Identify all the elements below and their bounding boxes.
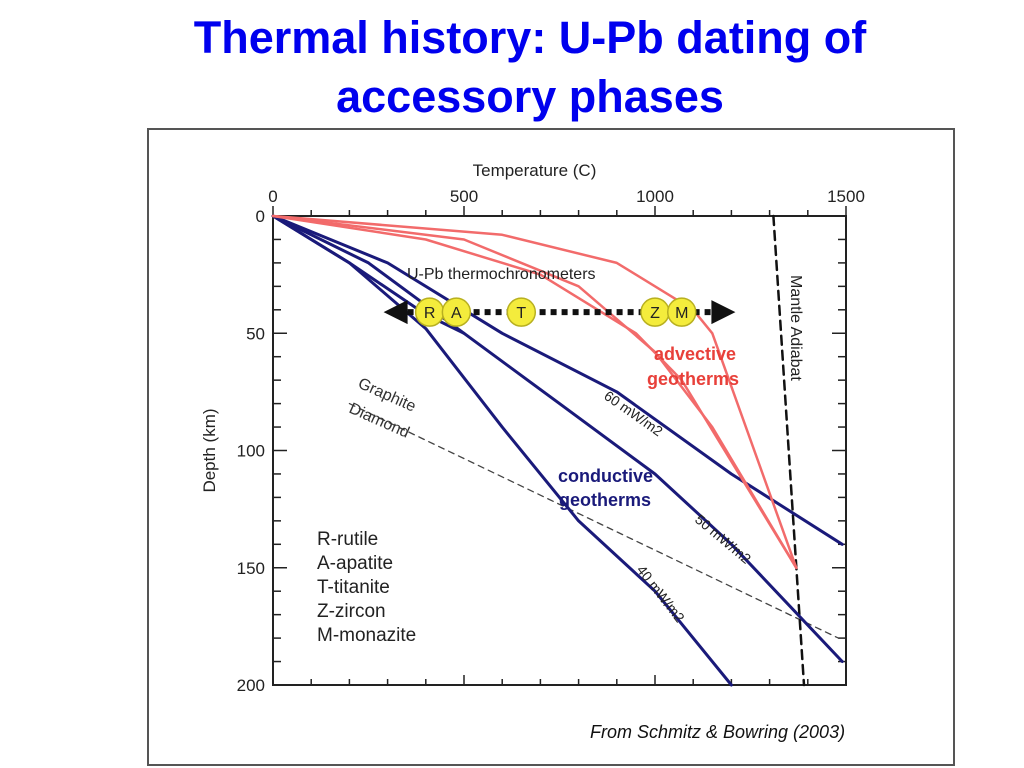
mantle-adiabat-line [772, 214, 806, 687]
legend-entry: Z-zircon [317, 601, 386, 622]
y-tick-label: 50 [246, 324, 265, 343]
y-tick-label: 0 [256, 207, 265, 226]
conductive-geotherm [271, 214, 844, 663]
range-arrow-right-icon [711, 300, 736, 325]
y-axis-title: Depth (km) [200, 408, 219, 492]
mineral-marker-label: T [516, 305, 526, 322]
mineral-marker-label: R [424, 305, 436, 322]
mineral-marker-M [666, 297, 697, 327]
mineral-marker-T [506, 297, 537, 327]
y-tick-label: 100 [237, 442, 265, 461]
advective-label-line-1: advective [654, 344, 736, 364]
legend-entry: R-rutile [317, 529, 378, 550]
advective-geotherm [271, 214, 798, 570]
conductive-label-line-1: conductive [558, 466, 653, 486]
graphite-diamond-line [348, 402, 840, 639]
advective-geotherm [271, 214, 798, 570]
slide-title: Thermal history: U-Pb dating of accessor… [0, 8, 1024, 126]
mineral-marker-label: A [451, 305, 462, 322]
advective-label-line-2: geotherms [647, 369, 739, 389]
mineral-marker-A [441, 297, 472, 327]
mineral-marker-label: M [675, 305, 688, 322]
x-tick-label: 0 [268, 187, 277, 206]
x-axis-title: Temperature (C) [473, 161, 597, 180]
heat-flow-label-60: 60 mW/m2 [601, 387, 666, 439]
geotherm-chart: 0 500 1000 1500 Temperature (C) 0 50 100 150 200 D… [200, 161, 865, 695]
x-tick-label: 1500 [827, 187, 865, 206]
conductive-label-line-2: geotherms [559, 490, 651, 510]
mantle-adiabat-label: Mantle Adiabat [787, 275, 804, 381]
slide-title-line-1: Thermal history: U-Pb dating of [193, 12, 867, 63]
figure-caption: From Schmitz & Bowring (2003) [590, 722, 846, 742]
heat-flow-label-40: 40 mW/m2 [634, 562, 688, 625]
slide-title-line-2: accessory phases [336, 71, 724, 122]
conductive-geotherm [271, 214, 466, 335]
x-tick-label: 1000 [636, 187, 674, 206]
legend-entry: M-monazite [317, 625, 416, 646]
mineral-marker-label: Z [650, 305, 660, 322]
thermochronometers-label: U-Pb thermochronometers [407, 266, 596, 283]
range-arrow-left-icon [383, 300, 408, 325]
legend-entry: A-apatite [317, 553, 393, 574]
y-tick-label: 200 [237, 676, 265, 695]
x-tick-label: 500 [450, 187, 478, 206]
heat-flow-label-50: 50 mW/m2 [692, 511, 754, 567]
y-tick-label: 150 [237, 559, 265, 578]
conductive-geotherm [271, 214, 844, 546]
figure-frame: 0 500 1000 1500 Temperature (C) 0 50 100 150 200 D… [147, 128, 955, 766]
advective-geotherm [271, 214, 798, 570]
legend-entry: T-titanite [317, 577, 390, 598]
